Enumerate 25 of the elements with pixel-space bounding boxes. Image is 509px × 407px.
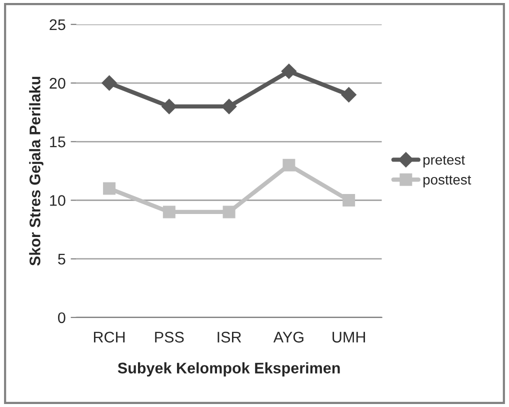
x-tick-label: ISR	[218, 332, 242, 343]
y-tick-label: 25	[50, 19, 66, 30]
x-tick-label: UMH	[332, 332, 365, 343]
y-tick-label: 0	[58, 312, 66, 324]
point	[342, 194, 356, 206]
point	[222, 206, 236, 218]
y-axis-title: Skor Stres Gejala Perilaku	[29, 76, 44, 266]
y-tick-label: 15	[50, 136, 66, 148]
y-tick-label: 5	[58, 254, 66, 265]
x-tick-label: AYG	[273, 332, 304, 343]
y-tick-label: 10	[50, 195, 66, 206]
legend-label: posttest	[423, 175, 472, 188]
y-tick-label: 20	[50, 78, 66, 89]
point	[221, 98, 237, 114]
point	[162, 98, 177, 114]
x-axis-title: Subyek Kelompok Eksperimen	[118, 362, 340, 376]
point	[281, 64, 296, 79]
legend-label: pretest	[423, 156, 465, 168]
point	[103, 182, 116, 195]
x-tick-label: PSS	[155, 332, 184, 343]
point	[102, 75, 117, 91]
point	[282, 158, 296, 172]
point	[162, 206, 176, 218]
point	[341, 87, 356, 102]
x-tick-label: RCH	[94, 332, 125, 343]
